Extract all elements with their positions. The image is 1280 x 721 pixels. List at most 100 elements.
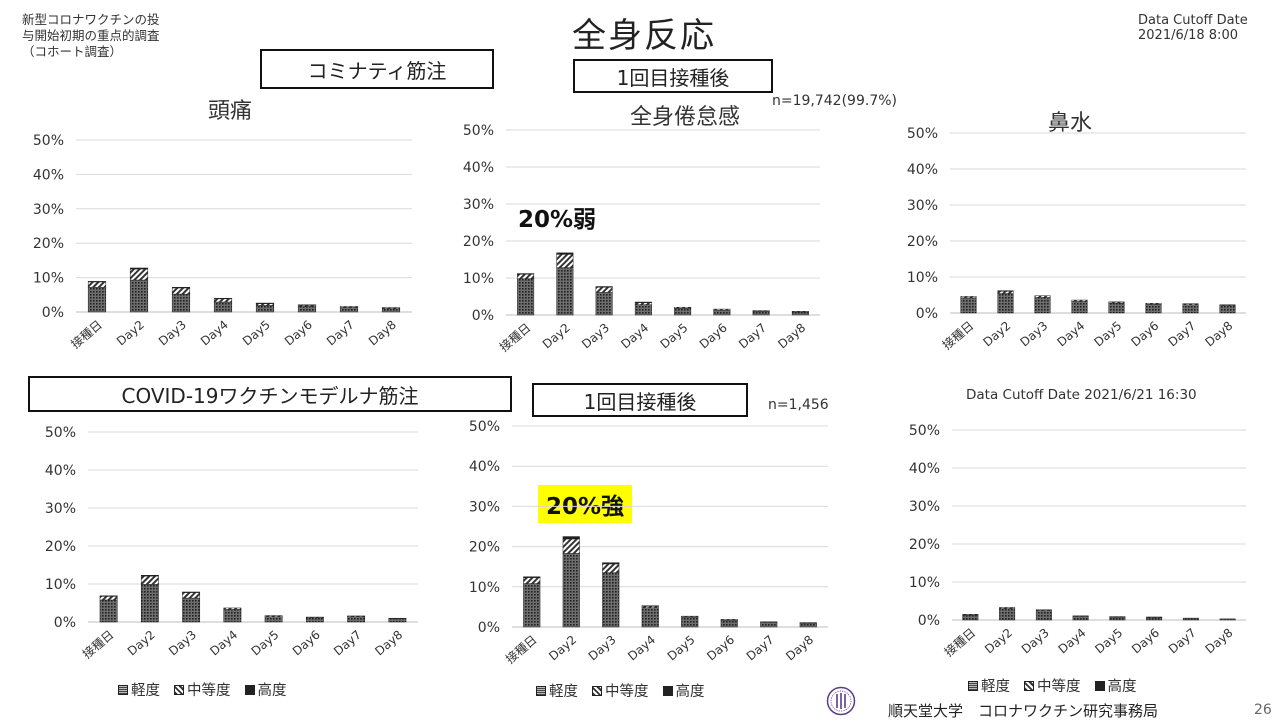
bar-segment-moderate [1035,609,1052,611]
bar-segment-mild [799,622,817,628]
y-tick-label: 30% [907,198,938,214]
bar-segment-moderate [760,621,778,623]
page-number: 26 [1254,702,1272,718]
bar-segment-moderate [595,287,613,293]
legend-swatch-mild [118,684,128,695]
x-tick-label: Day2 [980,319,1013,350]
bar-segment-mild [999,608,1016,621]
survey-title-line: （コホート調査） [22,44,123,59]
y-tick-label: 40% [469,459,500,475]
bar-segment-mild [1035,610,1052,621]
x-tick-label: Day7 [744,633,777,664]
y-tick-label: 0% [42,305,64,321]
legend-left: 軽度 中等度 高度 [118,679,287,700]
x-tick-label: Day4 [1056,626,1089,657]
x-tick-label: 接種日 [68,317,105,352]
y-tick-label: 20% [909,537,940,553]
bar-segment-severe [297,304,317,306]
bar-segment-moderate [223,607,242,610]
bar-segment-mild [1219,618,1236,621]
legend-label: 高度 [675,684,705,700]
y-tick-label: 0% [478,620,500,636]
y-tick-label: 50% [463,123,494,139]
x-tick-label: 接種日 [502,632,539,667]
bar-segment-moderate [1034,295,1051,298]
y-tick-label: 50% [909,423,940,439]
x-tick-label: Day5 [665,633,698,664]
x-tick-label: Day4 [1054,319,1087,350]
bar-segment-mild [255,305,275,313]
y-tick-label: 50% [907,126,938,142]
y-tick-label: 40% [33,167,64,183]
chart-title-headache: 頭痛 [207,99,252,124]
x-tick-label: Day7 [324,318,357,349]
bar-segment-moderate [681,615,699,618]
bar-segment-severe [182,591,201,593]
x-tick-label: Day5 [1092,626,1125,657]
bar-segment-moderate [99,595,118,601]
legend-swatch-mild [536,685,546,696]
y-tick-label: 40% [907,162,938,178]
y-tick-label: 50% [469,419,500,435]
bar-segment-mild [1034,297,1051,314]
bar-segment-severe [602,562,620,565]
bar-segment-mild [602,572,620,628]
bar-segment-moderate [720,619,738,621]
x-tick-label: Day3 [1017,319,1050,350]
x-tick-label: Day8 [366,318,399,349]
chart-moderna-chart-left: 0% 10% 20% 30% 40% 50% 接種日 Day2 Day3 Day4 Day5 Day6… [45,425,418,661]
x-tick-label: Day7 [1165,319,1198,350]
legend-item: 中等度 [174,679,231,700]
bar-segment-mild [1072,615,1089,621]
chart-moderna-chart-middle: 0% 10% 20% 30% 40% 50% 接種日 Day2 Day3 Day4 Day5 Day6… [469,419,828,666]
legend-item: 中等度 [592,680,649,701]
bar-segment-moderate [1108,301,1125,304]
sample-size-bottom: n=1,456 [768,397,829,413]
y-tick-label: 40% [909,461,940,477]
chart-fatigue: 0% 10% 20% 30% 40% 50% 接種日 Day2 Day3 Day4 Day5 Day6… [463,123,820,354]
y-tick-label: 20% [907,234,938,250]
y-tick-label: 50% [45,425,76,441]
bar-segment-moderate [339,306,359,308]
y-tick-label: 30% [469,499,500,515]
bar-segment-mild [562,553,580,628]
annotation-bottom: 20%強 [538,485,633,523]
x-tick-label: Day6 [704,633,737,664]
x-tick-label: Day8 [1202,319,1235,350]
bar-segment-severe [997,290,1014,292]
x-tick-label: Day3 [156,318,189,349]
y-tick-label: 0% [916,306,938,322]
bar-segment-moderate [87,281,107,288]
bar-segment-mild [297,306,317,313]
bar-segment-moderate [960,296,977,299]
bar-segment-mild [674,308,692,316]
legend-item: 軽度 [536,680,578,701]
bar-segment-moderate [264,615,283,617]
legend-item: 軽度 [968,675,1010,696]
x-tick-label: Day2 [546,633,579,664]
bar-segment-moderate [305,616,324,619]
y-tick-label: 40% [45,463,76,479]
bar-segment-mild [305,617,324,623]
bar-segment-moderate [171,287,191,295]
bar-segment-mild [523,583,541,628]
annotation-top: 20%弱 [518,207,597,233]
bar-segment-moderate [347,615,366,617]
bar-segment-moderate [999,607,1016,609]
y-tick-label: 20% [45,539,76,555]
x-tick-label: Day3 [579,321,612,352]
y-tick-label: 40% [463,160,494,176]
y-tick-label: 20% [33,236,64,252]
vaccine-label-comirnaty: コミナティ筋注 [260,49,494,89]
legend-right: 軽度 中等度 高度 [968,675,1137,696]
legend-label: 軽度 [549,684,578,700]
bar-segment-moderate [182,592,201,599]
legend-swatch-severe [1094,680,1105,691]
cutoff-datetime: 2021/6/18 8:00 [1138,28,1238,43]
legend-middle: 軽度 中等度 高度 [536,680,705,701]
y-tick-label: 10% [45,577,76,593]
legend-item: 高度 [244,679,287,700]
bar-segment-moderate [556,254,574,268]
bar-segment-mild [997,293,1014,314]
x-tick-label: Day5 [240,318,273,349]
